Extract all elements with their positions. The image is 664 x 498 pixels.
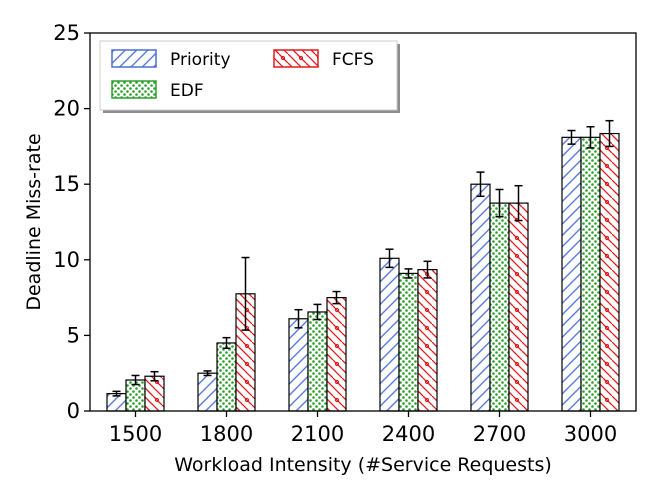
error-bar — [222, 336, 231, 350]
legend-item-fcfs: FCFS — [273, 49, 374, 70]
legend-swatch — [273, 49, 319, 68]
bar-group-3000 — [561, 119, 620, 412]
y-tick-label: 5 — [67, 323, 80, 347]
error-bar — [203, 370, 212, 377]
x-tick-label: 2400 — [382, 422, 435, 446]
error-bar — [313, 303, 322, 321]
bar-edf-3000 — [580, 136, 601, 412]
error-bar — [476, 171, 485, 198]
x-axis: 1500 1800 2100 2400 2700 3000 — [109, 411, 617, 446]
legend-item-edf: EDF — [111, 80, 204, 101]
bar-fcfs-2700 — [508, 202, 529, 412]
legend-swatch — [111, 49, 157, 68]
y-axis: 0 5 10 15 20 25 — [53, 21, 90, 423]
error-bar — [605, 119, 614, 148]
bar-fcfs-2400 — [417, 269, 438, 412]
x-axis-title: Workload Intensity (#Service Requests) — [174, 454, 552, 476]
legend-item-priority: Priority — [111, 49, 231, 70]
error-bar — [112, 390, 121, 397]
legend-swatch — [111, 80, 157, 99]
error-bar — [495, 188, 504, 218]
x-tick-label: 2100 — [291, 422, 344, 446]
bar-fcfs-3000 — [599, 132, 620, 412]
bar-edf-1800 — [216, 342, 237, 412]
bar-edf-2700 — [489, 202, 510, 412]
error-bar — [241, 256, 250, 331]
y-tick-label: 0 — [67, 399, 80, 423]
legend-label: FCFS — [332, 50, 374, 70]
y-tick-label: 20 — [53, 97, 80, 121]
bar-fcfs-2100 — [326, 297, 347, 412]
error-bar — [423, 260, 432, 279]
bar-group-1500 — [106, 370, 165, 412]
x-tick-label: 1500 — [109, 422, 162, 446]
bar-group-2400 — [379, 248, 438, 412]
bar-priority-2700 — [470, 183, 491, 412]
bar-priority-2100 — [288, 318, 309, 412]
bar-priority-2400 — [379, 257, 400, 412]
error-bar — [150, 370, 159, 382]
error-bar — [332, 290, 341, 305]
bar-edf-2100 — [307, 311, 328, 412]
error-bar — [294, 308, 303, 329]
y-tick-label: 15 — [53, 172, 80, 196]
bar-group-2100 — [288, 290, 347, 412]
bar-group-1800 — [197, 256, 256, 412]
bar-edf-2400 — [398, 272, 419, 412]
x-tick-label: 3000 — [564, 422, 617, 446]
y-tick-label: 25 — [53, 21, 80, 45]
plot-area — [106, 119, 620, 412]
bar-group-2700 — [470, 171, 529, 412]
x-tick-label: 2700 — [473, 422, 526, 446]
error-bar — [404, 268, 413, 279]
error-bar — [385, 248, 394, 269]
legend: Priority EDF FCFS — [99, 40, 400, 113]
y-axis-title: Deadline Miss-rate — [23, 133, 45, 310]
bar-priority-3000 — [561, 136, 582, 412]
axes-frame — [89, 32, 637, 412]
legend-label: Priority — [170, 50, 231, 70]
error-bar — [586, 125, 595, 149]
y-tick-label: 10 — [53, 248, 80, 272]
error-bar — [131, 374, 140, 386]
legend-label: EDF — [170, 81, 204, 101]
error-bar — [567, 129, 576, 145]
bar-priority-1800 — [197, 372, 218, 412]
error-bar — [514, 184, 523, 222]
x-tick-label: 1800 — [200, 422, 253, 446]
